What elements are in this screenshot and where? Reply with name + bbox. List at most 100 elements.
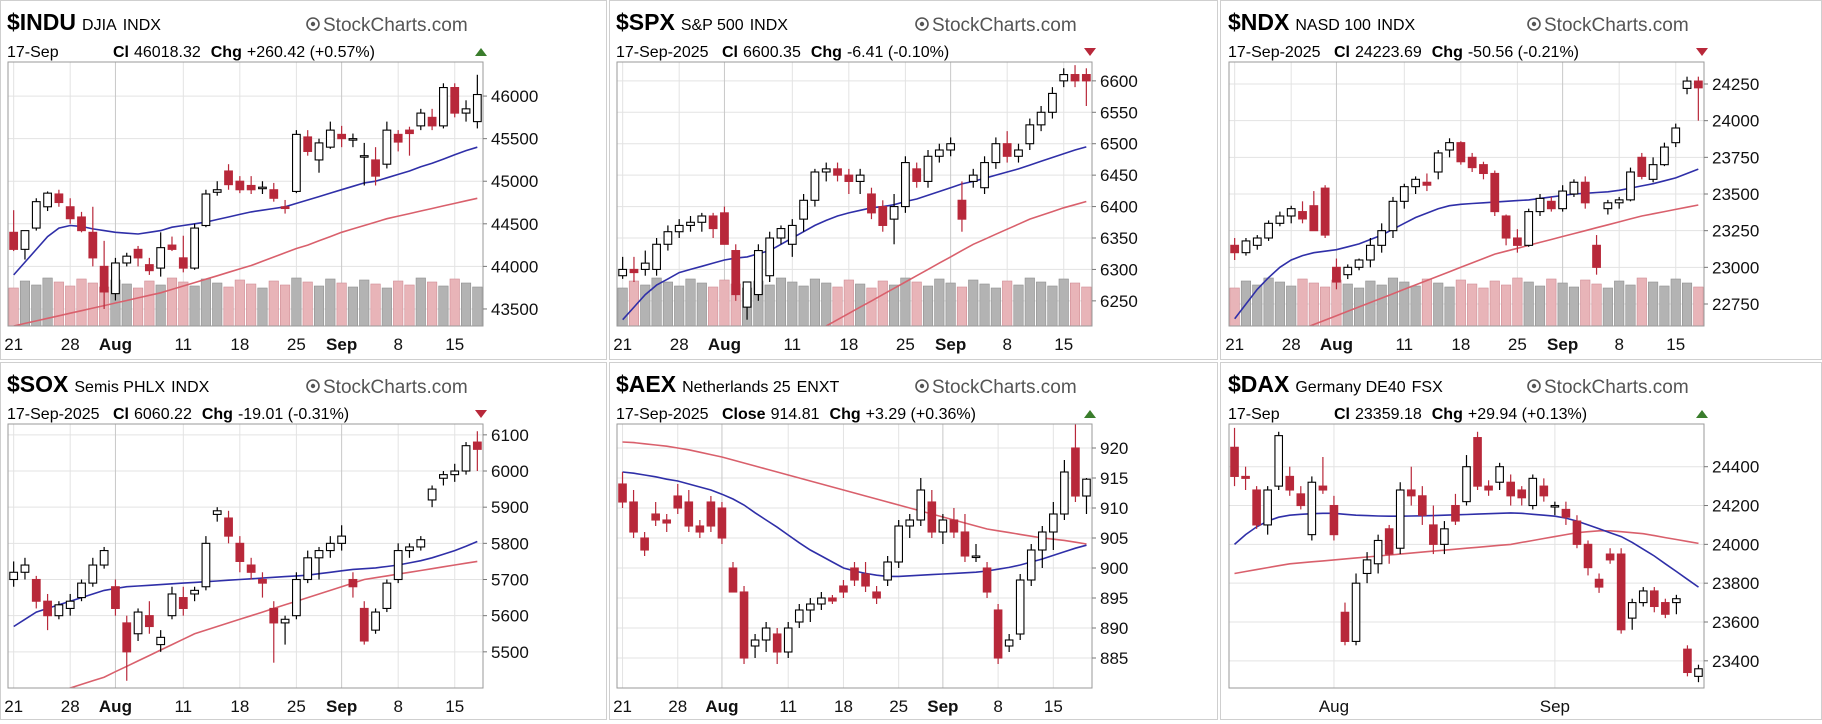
- candle-body: [1377, 230, 1387, 246]
- candle-body: [133, 611, 143, 635]
- candle-body: [348, 138, 358, 141]
- chart-panel-indu[interactable]: $INDU DJIA INDX StockCharts.com 17-Sep Cl 4601…: [5, 4, 595, 362]
- y-tick-label: 885: [1100, 649, 1128, 668]
- watermark-text: StockCharts.com: [1544, 377, 1689, 398]
- y-tick-label: 5800: [491, 534, 529, 553]
- y-axis: 6100 6000 5900 5800 5700 5600 5500: [483, 426, 529, 662]
- candle-body: [1230, 244, 1240, 254]
- candle-body: [1296, 493, 1306, 507]
- candle-body: [1059, 74, 1069, 82]
- candle-body: [439, 474, 448, 479]
- chart-header: $SOX Semis PHLX INDX: [7, 371, 210, 397]
- x-tick-label: Sep: [1540, 697, 1570, 716]
- candle-body: [439, 86, 448, 127]
- candle-body: [883, 561, 892, 581]
- chart-panel-aex[interactable]: $AEX Netherlands 25 ENXT StockCharts.com 17-…: [614, 366, 1204, 724]
- candle-body: [783, 627, 793, 653]
- candle-body: [828, 597, 837, 602]
- chart-panel-sox[interactable]: $SOX Semis PHLX INDX StockCharts.com 17-Sep-…: [5, 366, 595, 724]
- candle-body: [1616, 553, 1626, 631]
- volume-bar: [979, 283, 990, 327]
- candle-body: [258, 186, 267, 190]
- candle-body: [246, 184, 256, 191]
- chart-exchange: FSX: [1412, 379, 1443, 396]
- chart-panel-ndx[interactable]: $NDX NASD 100 INDX StockCharts.com 17-Sep-20…: [1226, 4, 1816, 362]
- volume-bar: [65, 285, 76, 327]
- y-tick-label: 24200: [1712, 497, 1759, 516]
- triangle-down-icon: [475, 410, 487, 418]
- candle-body: [416, 112, 426, 127]
- candle-body: [325, 542, 335, 552]
- chart-panel-dax[interactable]: $DAX Germany DE40 FSX StockCharts.com 17-Sep…: [1226, 366, 1816, 724]
- copyright-dot: [310, 21, 316, 27]
- candle-body: [167, 244, 177, 250]
- watermark-text: StockCharts.com: [1544, 15, 1689, 36]
- volume-bar: [460, 282, 472, 327]
- candle-body: [258, 578, 267, 584]
- candle-body: [1429, 524, 1438, 545]
- triangle-up-icon: [1696, 410, 1708, 418]
- volume-bar: [1546, 278, 1557, 327]
- candle-body: [416, 539, 426, 548]
- volume-bar: [449, 278, 460, 327]
- chart-svg: $AEX Netherlands 25 ENXT StockCharts.com 17-…: [614, 371, 1128, 716]
- volume-bar: [246, 283, 257, 327]
- chart-header: $DAX Germany DE40 FSX: [1228, 371, 1443, 397]
- candle-body: [1550, 504, 1560, 508]
- y-tick-label: 5700: [491, 571, 529, 590]
- close-label: Cl: [1334, 406, 1350, 423]
- candle-body: [1671, 127, 1681, 144]
- volume-bar: [968, 279, 979, 327]
- y-tick-label: 44500: [491, 215, 538, 234]
- volume-bar: [438, 285, 449, 327]
- candle-body: [1388, 200, 1398, 232]
- volume-bar: [415, 277, 426, 327]
- candle-body: [934, 149, 944, 157]
- candle-body: [889, 206, 899, 220]
- candle-body: [697, 215, 707, 223]
- candle-body: [673, 495, 683, 509]
- x-tick-label: 18: [1451, 335, 1470, 354]
- candle-body: [212, 189, 222, 193]
- candle-body: [1343, 266, 1353, 276]
- candle-body: [144, 264, 154, 272]
- candle-body: [684, 501, 694, 527]
- close-label: Close: [722, 406, 766, 423]
- x-axis: 21 28 Aug 11 18 25 Sep 8 15: [1226, 335, 1685, 354]
- chart-panel-spx[interactable]: $SPX S&P 500 INDX StockCharts.com 17-Sep-202…: [614, 4, 1204, 362]
- chg-value: -50.56 (-0.21%): [1468, 44, 1579, 61]
- volume-bars: [8, 277, 483, 327]
- candle-body: [706, 501, 716, 527]
- volume-bar: [1602, 287, 1613, 327]
- candle-body: [190, 227, 200, 269]
- x-tick-label: Aug: [705, 697, 738, 716]
- volume-bar: [1557, 282, 1568, 327]
- candle-body: [629, 268, 639, 274]
- volume-bar: [1410, 285, 1421, 327]
- chart-name: NASD 100: [1295, 17, 1371, 34]
- chg-label: Chg: [211, 44, 242, 61]
- y-tick-label: 24000: [1712, 112, 1759, 131]
- y-tick-label: 23500: [1712, 185, 1759, 204]
- candle-body: [739, 591, 749, 659]
- close-label: Cl: [113, 44, 129, 61]
- candle-body: [246, 564, 256, 573]
- x-tick-label: 15: [1054, 335, 1073, 354]
- chg-value: +3.29 (+0.36%): [866, 406, 976, 423]
- candle-body: [122, 622, 132, 653]
- candle-body: [923, 155, 933, 182]
- volume-bars: [617, 277, 1092, 327]
- x-tick-label: Sep: [326, 697, 357, 716]
- volume-bar: [1614, 280, 1625, 327]
- candle-body: [1332, 266, 1341, 283]
- candle-body: [1440, 528, 1449, 545]
- candle-body: [1603, 202, 1613, 210]
- candle-body: [1298, 211, 1307, 220]
- volume-bar: [1467, 283, 1478, 327]
- watermark: StockCharts.com: [1527, 15, 1689, 36]
- candle-body: [742, 281, 752, 308]
- candle-body: [382, 582, 392, 609]
- candle-body: [1318, 485, 1328, 491]
- candle-body: [720, 212, 729, 245]
- volume-bar: [1342, 283, 1353, 327]
